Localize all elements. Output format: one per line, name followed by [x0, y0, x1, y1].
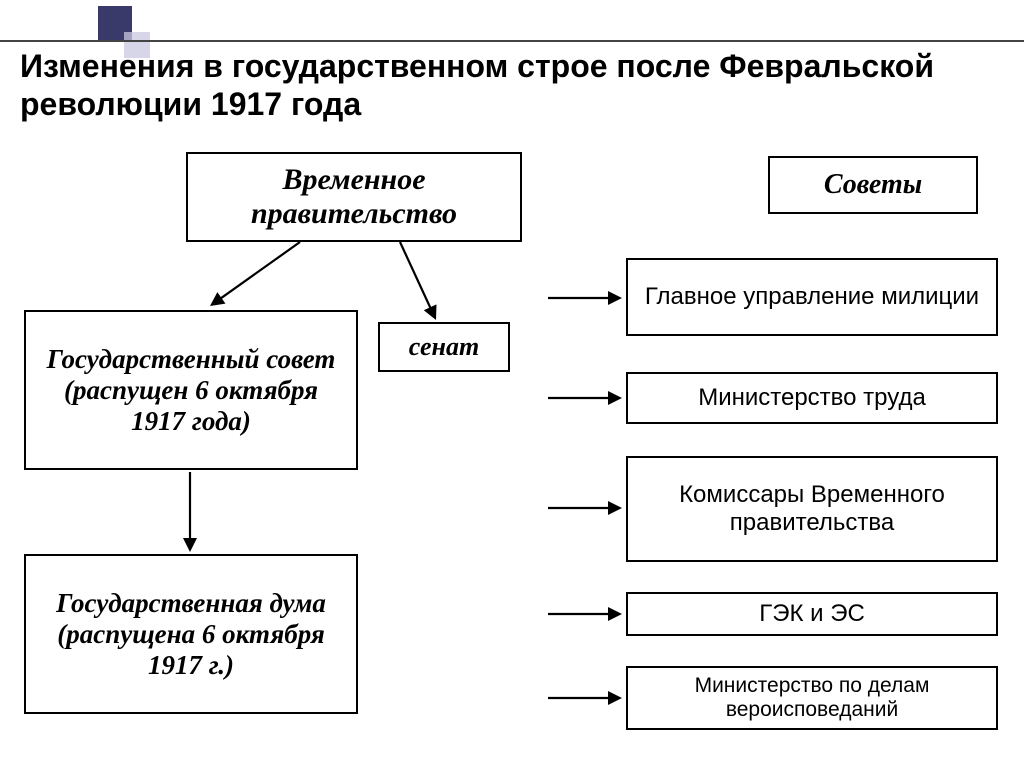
slide-root: Изменения в государственном строе после …: [0, 0, 1024, 768]
arrows-layer: [0, 0, 1024, 768]
